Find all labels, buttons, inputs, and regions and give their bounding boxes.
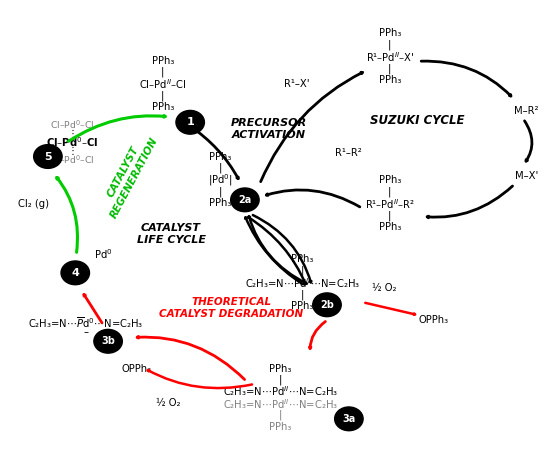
Circle shape xyxy=(313,293,341,317)
Text: SUZUKI CYCLE: SUZUKI CYCLE xyxy=(370,113,465,127)
Text: PPh₃: PPh₃ xyxy=(270,421,292,431)
Text: M–R²: M–R² xyxy=(514,106,539,116)
Text: OPPh₃: OPPh₃ xyxy=(419,315,449,325)
Text: Cl₂ (g): Cl₂ (g) xyxy=(18,199,48,209)
Text: |: | xyxy=(388,210,392,221)
Text: Cl–Pd$^{0}$–Cl: Cl–Pd$^{0}$–Cl xyxy=(51,154,95,167)
Text: 1: 1 xyxy=(186,118,194,127)
Text: PPh₃: PPh₃ xyxy=(379,75,401,85)
Text: PPh₃: PPh₃ xyxy=(379,175,401,185)
Text: |: | xyxy=(279,410,282,420)
Text: 4: 4 xyxy=(72,268,79,278)
Text: PRECURSOR
ACTIVATION: PRECURSOR ACTIVATION xyxy=(231,118,307,140)
Text: R¹–Pd$^{II}$–X': R¹–Pd$^{II}$–X' xyxy=(366,50,414,64)
Circle shape xyxy=(230,188,259,212)
Text: ½ O₂: ½ O₂ xyxy=(372,283,397,293)
Text: |: | xyxy=(301,265,304,276)
Text: 2b: 2b xyxy=(320,300,334,310)
Text: Pd$^{0}$: Pd$^{0}$ xyxy=(95,248,113,262)
Text: C₂H₃=N⋯Pd$^{II}$⋯N=C₂H₃: C₂H₃=N⋯Pd$^{II}$⋯N=C₂H₃ xyxy=(223,397,338,411)
Text: PPh₃: PPh₃ xyxy=(379,222,401,232)
Text: 3a: 3a xyxy=(342,414,355,424)
Text: ⋮: ⋮ xyxy=(68,146,78,156)
Text: Cl–Pd$^{II}$–Cl: Cl–Pd$^{II}$–Cl xyxy=(139,78,186,91)
Text: THEORETICAL
CATALYST DEGRADATION: THEORETICAL CATALYST DEGRADATION xyxy=(159,297,303,319)
Text: CATALYST
REGENERATION: CATALYST REGENERATION xyxy=(98,130,160,220)
Text: |: | xyxy=(218,162,222,173)
Text: R¹–Pd$^{II}$–R²: R¹–Pd$^{II}$–R² xyxy=(365,197,415,211)
Text: C₂H₃=N⋯Pd$^{II}$⋯N=C₂H₃: C₂H₃=N⋯Pd$^{II}$⋯N=C₂H₃ xyxy=(223,385,338,398)
Text: PPh₃: PPh₃ xyxy=(209,151,232,162)
Circle shape xyxy=(61,261,90,285)
Text: –: – xyxy=(84,327,89,337)
Text: PPh₃: PPh₃ xyxy=(379,28,401,38)
Text: C₂H₃=N⋯Pd$^{II}$⋯N=C₂H₃: C₂H₃=N⋯Pd$^{II}$⋯N=C₂H₃ xyxy=(245,276,360,290)
Circle shape xyxy=(334,407,363,431)
Circle shape xyxy=(34,145,62,168)
Text: |: | xyxy=(388,186,392,197)
Text: |: | xyxy=(161,90,164,101)
Text: Cl–Pd$^{0}$–Cl: Cl–Pd$^{0}$–Cl xyxy=(46,135,98,149)
Text: R¹–X': R¹–X' xyxy=(284,78,310,89)
Circle shape xyxy=(94,330,122,353)
Text: Cl–Pd$^{0}$–Cl: Cl–Pd$^{0}$–Cl xyxy=(51,118,95,131)
Text: |: | xyxy=(218,186,222,197)
Text: ⋮: ⋮ xyxy=(68,129,78,139)
Text: PPh₃: PPh₃ xyxy=(291,301,313,311)
Text: R¹–R²: R¹–R² xyxy=(336,148,362,158)
Circle shape xyxy=(176,111,205,134)
Text: PPh₃: PPh₃ xyxy=(209,198,232,208)
Text: 2a: 2a xyxy=(238,195,251,205)
Text: ½ O₂: ½ O₂ xyxy=(156,398,180,408)
Text: PPh₃: PPh₃ xyxy=(152,102,174,112)
Text: |: | xyxy=(301,289,304,300)
Text: |: | xyxy=(279,375,282,385)
Text: |: | xyxy=(161,67,164,78)
Text: 3b: 3b xyxy=(101,336,115,346)
Text: PPh₃: PPh₃ xyxy=(291,254,313,264)
Text: M–X': M–X' xyxy=(515,171,538,181)
Text: PPh₃: PPh₃ xyxy=(270,364,292,374)
Text: |Pd$^{0}$|: |Pd$^{0}$| xyxy=(208,172,233,188)
Text: PPh₃: PPh₃ xyxy=(152,56,174,66)
Text: 5: 5 xyxy=(44,151,52,162)
Text: CATALYST
LIFE CYCLE: CATALYST LIFE CYCLE xyxy=(136,223,206,245)
Text: C₂H₃=N⋯$\overline{P}$d$^{0}$⋯N=C₂H₃: C₂H₃=N⋯$\overline{P}$d$^{0}$⋯N=C₂H₃ xyxy=(29,316,144,330)
Text: |: | xyxy=(388,63,392,74)
Text: OPPh₃: OPPh₃ xyxy=(122,364,152,374)
Text: |: | xyxy=(388,39,392,50)
